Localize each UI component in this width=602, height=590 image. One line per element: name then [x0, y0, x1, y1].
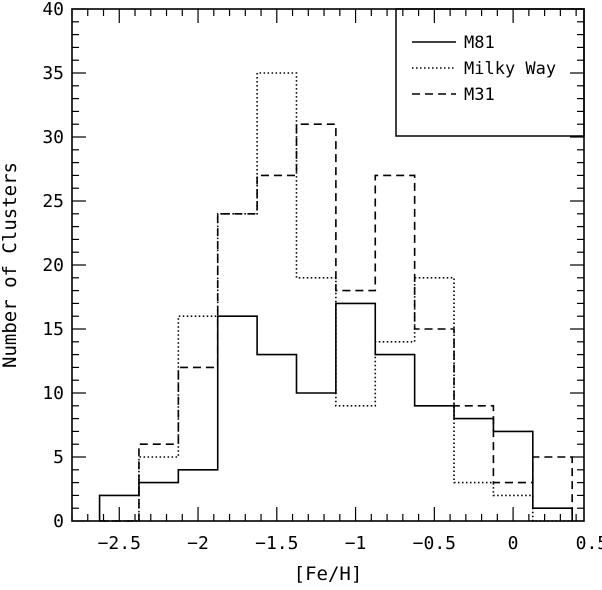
histogram-series: [98, 72, 573, 522]
y-tick-label: 30: [42, 127, 64, 148]
x-tick-label: −0.5: [413, 533, 456, 554]
plot-frame: [71, 8, 585, 522]
y-tick-label: 10: [42, 383, 64, 404]
legend-entries: M81 Milky Way M31: [412, 33, 556, 105]
y-axis-title: Number of Clusters: [0, 162, 21, 368]
axis-ticks: [71, 8, 584, 522]
tick-labels: −2.5 −2 −1.5 −1 −0.5 0 0.5 0 5 10 15 20 25 30 35 40: [42, 0, 602, 554]
series-line-m31: [99, 123, 573, 522]
y-tick-label: 25: [42, 191, 64, 212]
x-tick-label: 0: [508, 533, 519, 554]
series-line-milky-way: [99, 72, 573, 522]
y-tick-label: 5: [53, 447, 64, 468]
legend-label: Milky Way: [464, 59, 556, 79]
legend-label: M31: [464, 85, 495, 105]
series-line-m81: [98, 302, 573, 521]
y-tick-label: 20: [42, 255, 64, 276]
y-tick-label: 15: [42, 319, 64, 340]
y-tick-label: 40: [42, 0, 64, 20]
y-tick-label: 35: [42, 63, 64, 84]
y-tick-label: 0: [53, 511, 64, 532]
x-tick-label: −2.5: [98, 533, 141, 554]
axes-frame: [71, 8, 585, 522]
x-tick-label: −1: [345, 533, 367, 554]
x-tick-label: −2: [187, 533, 209, 554]
legend: M81 Milky Way M31: [395, 8, 585, 137]
x-tick-label: 0.5: [576, 533, 602, 554]
legend-label: M81: [464, 33, 495, 53]
x-tick-label: −1.5: [255, 533, 298, 554]
legend-box: [395, 8, 585, 137]
x-axis-title: [Fe/H]: [294, 563, 363, 585]
